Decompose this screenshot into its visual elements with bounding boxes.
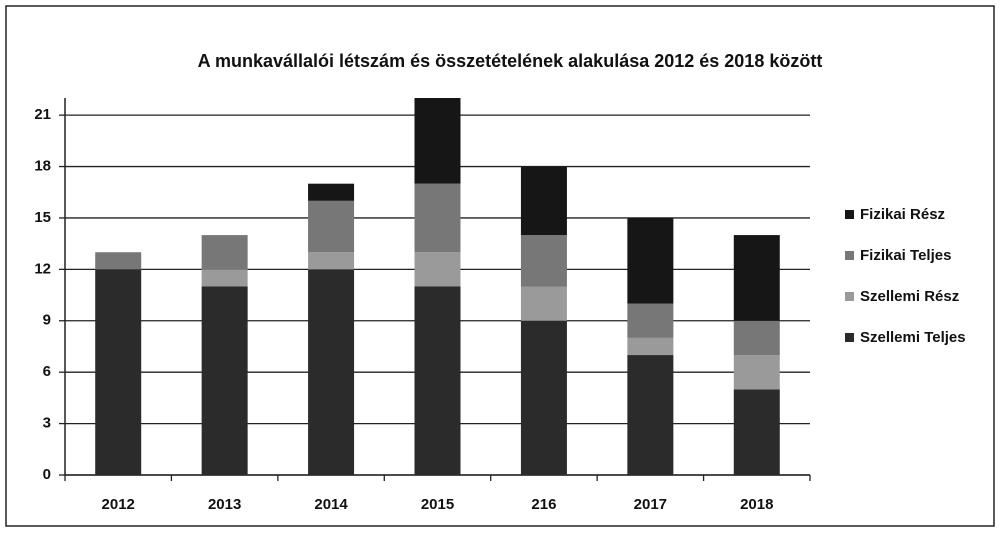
bar-segment <box>520 166 567 236</box>
bar-segment <box>95 269 142 475</box>
legend-label: Fizikai Teljes <box>860 247 951 264</box>
bar-segment <box>520 286 567 321</box>
bar-segment <box>201 286 248 475</box>
bar-segment <box>733 355 780 390</box>
x-tick-label: 2018 <box>740 496 773 513</box>
y-tick-label: 9 <box>43 312 51 329</box>
x-tick-label: 216 <box>531 496 556 513</box>
legend-swatch <box>845 251 854 260</box>
bar-segment <box>520 235 567 287</box>
bar-segment <box>414 252 461 287</box>
y-tick-label: 6 <box>43 363 51 380</box>
bar-segment <box>414 286 461 475</box>
legend-label: Fizikai Rész <box>860 206 945 223</box>
bar-segment <box>95 252 142 270</box>
y-tick-label: 0 <box>43 466 51 483</box>
bar-segment <box>627 355 674 475</box>
chart-border <box>5 5 995 527</box>
bar-segment <box>308 200 355 253</box>
bar-segment <box>627 303 674 338</box>
bar-segment <box>520 320 567 475</box>
x-tick-label: 2013 <box>208 496 241 513</box>
bar-segment <box>308 269 355 475</box>
y-tick-label: 12 <box>34 260 51 277</box>
bar-segment <box>627 337 674 356</box>
y-tick-label: 21 <box>34 106 51 123</box>
x-tick-label: 2014 <box>314 496 348 513</box>
legend-swatch <box>845 210 854 219</box>
x-tick-label: 2015 <box>421 496 454 513</box>
bar-segment <box>201 235 248 270</box>
x-tick-label: 2012 <box>102 496 135 513</box>
bar-segment <box>733 235 780 321</box>
y-tick-label: 18 <box>34 158 51 175</box>
bar-segment <box>308 252 355 270</box>
legend-swatch <box>845 292 854 301</box>
legend-label: Szellemi Rész <box>860 288 959 305</box>
bar-segment <box>733 320 780 356</box>
legend-swatch <box>845 333 854 342</box>
bar-segment <box>733 389 780 475</box>
bar-segment <box>201 269 248 287</box>
bar-segment <box>414 183 461 253</box>
chart-title: A munkavállalói létszám és összetételéne… <box>198 51 823 71</box>
x-tick-label: 2017 <box>634 496 667 513</box>
y-tick-label: 15 <box>34 209 51 226</box>
legend-label: Szellemi Teljes <box>860 329 966 346</box>
bar-segment <box>308 183 355 201</box>
y-tick-label: 3 <box>43 415 51 432</box>
bar-segment <box>627 217 674 304</box>
bar-segment <box>414 98 461 184</box>
